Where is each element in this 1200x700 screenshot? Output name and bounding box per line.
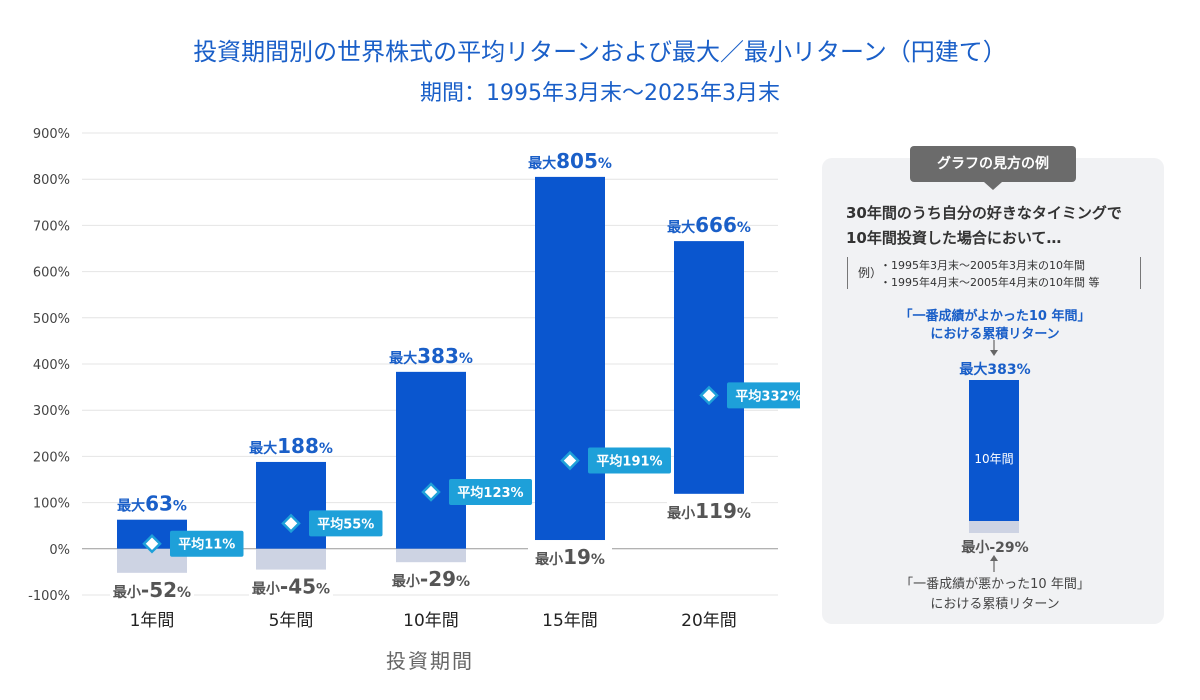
max-label: 最大188% [249,434,333,458]
x-tick-label: 15年間 [542,611,598,631]
panel-tag: グラフの見方の例 [910,146,1076,190]
min-label: 最小19% [535,545,605,569]
average-marker [281,513,301,534]
y-tick-label: 0% [49,543,70,558]
y-tick-label: 900% [33,127,70,142]
x-tick-label: 1年間 [130,611,175,631]
panel-max-label: 最大383% [959,362,1031,378]
min-label-bg [528,545,612,572]
max-label: 最大666% [667,213,751,237]
average-label: 平均55% [317,516,374,532]
y-tick-label: -100% [28,589,70,604]
min-label-bg [110,577,194,604]
average-label: 平均191% [596,454,662,470]
min-label: 最小-52% [113,578,191,602]
y-tick-label: 400% [33,358,70,373]
x-axis-title: 投資期間 [386,649,474,673]
panel-worst-line1: 「一番成績が悪かった10 年間」 [900,577,1090,592]
bar-chart: -100% 0% 100% 200% 300% 400% 500% 600% 700% 800% 9… [28,127,800,631]
max-label: 最大63% [117,492,187,516]
panel-example-negative-bar [969,521,1019,533]
bar-negative [396,548,466,563]
x-tick-label: 10年間 [403,611,459,631]
panel-intro-line1: 30年間のうち自分の好きなタイミングで [846,204,1122,222]
max-label: 最大383% [389,344,473,368]
min-label: 最小-29% [392,567,470,591]
min-label-bg [249,574,333,601]
chart-subtitle: 期間：1995年3月末〜2025年3月末 [420,81,780,106]
panel-bar-label: 10年間 [974,452,1014,466]
average-badge [727,382,800,409]
panel-intro-line2: 10年間投資した場合において… [846,229,1062,247]
min-label-bg [667,498,751,525]
bar-negative [256,548,326,570]
min-label: 最小119% [667,499,751,523]
y-tick-label: 500% [33,312,70,327]
y-tick-label: 200% [33,450,70,465]
x-tick-label: 20年間 [681,611,737,631]
bar-positive [396,371,466,549]
average-marker [699,385,719,406]
y-tick-label: 300% [33,404,70,419]
average-marker [421,482,441,502]
average-badge [309,510,383,537]
average-label: 平均123% [457,485,523,501]
average-label: 平均11% [178,537,235,553]
chart-title: 投資期間別の世界株式の平均リターンおよび最大／最小リターン（円建て） [193,38,1007,66]
panel-example-2: ・1995年4月末〜2005年4月末の10年間 等 [880,276,1100,289]
panel-min-label: 最小-29% [961,540,1029,556]
panel-worst-line2: における累積リターン [930,597,1060,612]
bar-positive [535,176,605,541]
average-badge [449,478,532,505]
min-label-bg [389,567,473,594]
y-tick-label: 800% [33,173,70,188]
bar-positive [674,241,744,494]
average-marker [560,450,580,471]
panel-example-bracket [847,257,1141,289]
panel-example-label: 例） [858,266,883,280]
average-marker [142,533,162,554]
min-label: 最小-45% [252,575,330,599]
panel-arrow-up-icon [990,555,998,572]
y-tick-label: 100% [33,497,70,512]
average-badge [170,530,244,557]
panel-best-line2: における累積リターン [930,327,1060,342]
panel-arrow-down-icon [990,340,998,356]
max-label: 最大805% [528,149,612,173]
panel-example-bar [969,380,1019,521]
x-tick-label: 5年間 [269,611,314,631]
average-badge [588,447,671,474]
panel-example-1: ・1995年3月末〜2005年3月末の10年間 [880,259,1085,272]
panel-best-line1: 「一番成績がよかった10 年間」 [899,309,1091,324]
y-tick-label: 700% [33,219,70,234]
y-tick-label: 600% [33,266,70,281]
average-label: 平均332% [735,388,800,404]
